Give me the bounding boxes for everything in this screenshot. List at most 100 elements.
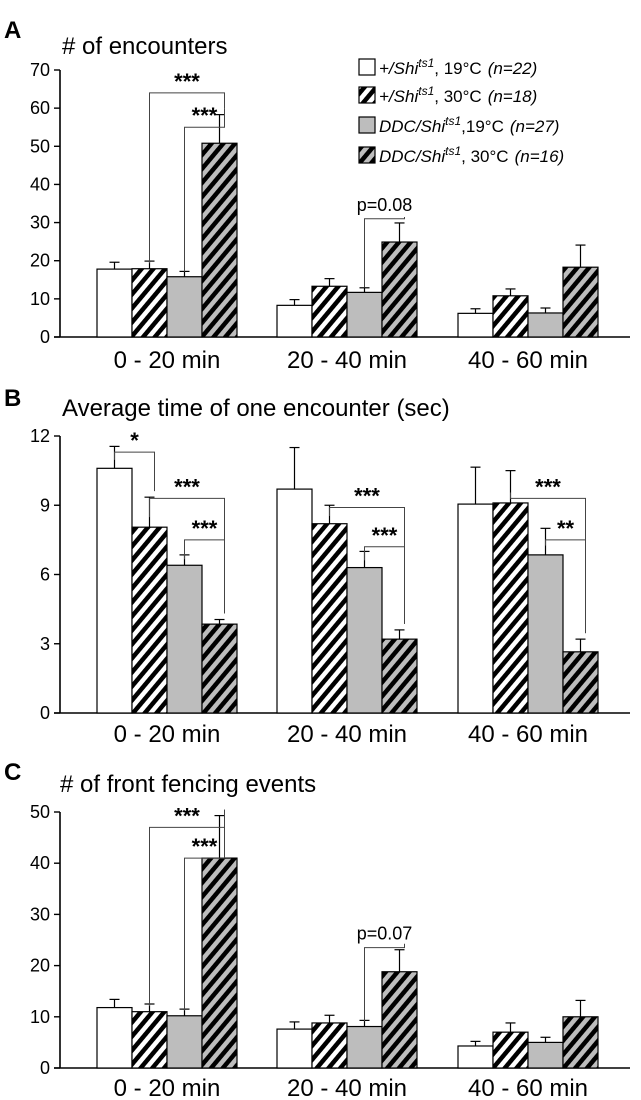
bar (492, 1031, 529, 1069)
panel-letter-b: B (4, 385, 21, 412)
significance-bracket (149, 92, 225, 264)
bar (96, 467, 133, 714)
bar (381, 241, 418, 338)
bar (131, 526, 168, 714)
y-tick-label: 0 (40, 1058, 50, 1078)
bar (311, 1022, 348, 1069)
significance-label: *** (174, 69, 200, 94)
legend-swatch-gray-hatched (358, 146, 376, 164)
y-tick-label: 0 (40, 327, 50, 347)
significance-label: *** (174, 803, 200, 828)
legend-swatch-gray (358, 116, 376, 134)
legend-item-3: DDC/Shits1,19°C (n=27) (358, 114, 559, 136)
y-tick-label: 12 (30, 426, 50, 446)
p-value-label: p=0.07 (357, 924, 413, 944)
x-category-label: 40 - 60 min (468, 721, 588, 748)
bar (276, 1028, 313, 1069)
legend-label-1: +/Shits1, 19°C (n=22) (379, 56, 537, 78)
bar (131, 1011, 168, 1069)
bar (311, 523, 348, 714)
legend-label-4: DDC/Shits1, 30°C (n=16) (379, 144, 564, 166)
legend-item-2: +/Shits1, 30°C (n=18) (358, 84, 537, 106)
bar (276, 304, 313, 338)
bar (346, 1025, 383, 1069)
y-tick-label: 9 (40, 495, 50, 515)
significance-bracket (364, 546, 405, 624)
significance-label: *** (372, 523, 398, 548)
bar (201, 623, 238, 714)
bar (527, 312, 564, 338)
bar (131, 268, 168, 338)
significance-label: ** (557, 516, 575, 541)
x-category-label: 20 - 40 min (287, 721, 407, 748)
legend-item-1: +/Shits1, 19°C (n=22) (358, 56, 537, 78)
y-tick-label: 10 (30, 289, 50, 309)
panel-a-title: # of encounters (62, 33, 227, 60)
y-tick-label: 60 (30, 98, 50, 118)
legend-swatch-white-hatched (358, 86, 376, 104)
bar (166, 1015, 203, 1069)
panel-letter-c: C (4, 759, 21, 786)
y-tick-label: 6 (40, 565, 50, 585)
significance-bracket (545, 539, 586, 634)
bar (457, 312, 494, 338)
x-category-label: 0 - 20 min (114, 721, 221, 748)
bar (201, 857, 238, 1069)
significance-label: *** (192, 103, 218, 128)
panel-b-title: Average time of one encounter (sec) (62, 395, 450, 422)
x-category-label: 40 - 60 min (468, 1075, 588, 1100)
x-category-label: 20 - 40 min (287, 347, 407, 374)
panel-c-title: # of front fencing events (60, 771, 316, 798)
y-tick-label: 30 (30, 904, 50, 924)
x-category-label: 20 - 40 min (287, 1075, 407, 1100)
bar (492, 295, 529, 338)
y-tick-label: 70 (30, 60, 50, 80)
legend-swatch-white (358, 58, 376, 76)
y-tick-label: 40 (30, 853, 50, 873)
y-tick-label: 30 (30, 213, 50, 233)
y-tick-label: 20 (30, 251, 50, 271)
significance-bracket (364, 943, 405, 1022)
significance-bracket (114, 451, 155, 492)
significance-bracket (184, 539, 225, 614)
bar (381, 638, 418, 714)
significance-bracket (184, 809, 225, 1011)
bar (562, 1016, 599, 1069)
bar (457, 1045, 494, 1069)
significance-label: *** (535, 474, 561, 499)
bar (201, 142, 238, 338)
y-tick-label: 0 (40, 703, 50, 723)
y-tick-label: 20 (30, 956, 50, 976)
bar (562, 266, 599, 338)
significance-label: *** (192, 516, 218, 541)
significance-label: *** (174, 474, 200, 499)
bar (311, 285, 348, 338)
x-category-label: 0 - 20 min (114, 347, 221, 374)
bar (492, 502, 529, 714)
y-tick-label: 50 (30, 136, 50, 156)
significance-bracket (364, 216, 405, 288)
y-tick-label: 10 (30, 1007, 50, 1027)
bar (166, 564, 203, 714)
y-tick-label: 40 (30, 174, 50, 194)
bar (527, 554, 564, 714)
bar (562, 651, 599, 714)
x-category-label: 40 - 60 min (468, 347, 588, 374)
bar (381, 971, 418, 1069)
significance-bracket (184, 108, 225, 272)
chart-panel-c: 0 10 20 30 40 50 0 - 20 min 20 - 40 min 40 - 60 … (30, 802, 630, 1100)
y-tick-label: 50 (30, 802, 50, 822)
significance-label: *** (354, 484, 380, 509)
legend-label-2: +/Shits1, 30°C (n=18) (379, 84, 537, 106)
legend-label-3: DDC/Shits1,19°C (n=27) (379, 114, 559, 136)
x-category-label: 0 - 20 min (114, 1075, 221, 1100)
panel-letter-a: A (4, 17, 21, 44)
significance-label: *** (192, 834, 218, 859)
bar (457, 503, 494, 714)
bar (96, 1006, 133, 1069)
legend: +/Shits1, 19°C (n=22) +/Shits1, 30°C (n=18… (358, 56, 564, 166)
chart-panel-a: 0 10 20 30 40 50 60 70 0 - 20 min 20 - 40 min 40 -… (30, 60, 630, 374)
